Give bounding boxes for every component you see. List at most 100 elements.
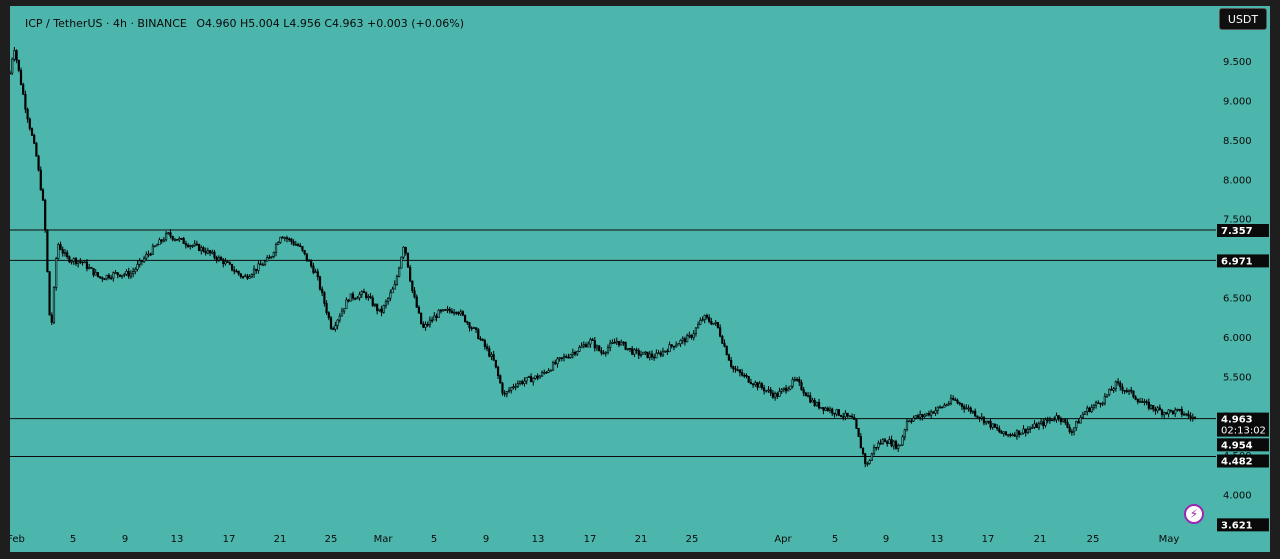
candle-body bbox=[202, 247, 205, 252]
candle-body bbox=[1042, 421, 1045, 426]
candle-body bbox=[274, 244, 278, 253]
candle-body bbox=[79, 261, 82, 263]
candle-body bbox=[560, 357, 563, 359]
candle-body bbox=[1083, 411, 1087, 415]
candle-body bbox=[180, 238, 183, 240]
candle-body bbox=[901, 436, 904, 446]
candle-body bbox=[982, 416, 986, 424]
candle-body bbox=[411, 280, 414, 292]
candle-body bbox=[857, 428, 860, 437]
candle-body bbox=[1070, 431, 1073, 433]
candle-body bbox=[257, 263, 260, 271]
price-axis[interactable]: 4.0004.5005.0005.5006.0006.5007.0007.500… bbox=[1216, 6, 1270, 552]
candle-body bbox=[134, 268, 137, 272]
candle-body bbox=[288, 238, 291, 241]
candle-body bbox=[978, 416, 981, 419]
candle-body bbox=[470, 327, 473, 330]
candle-body bbox=[1029, 427, 1032, 430]
candle-body bbox=[336, 319, 339, 326]
candle-body bbox=[598, 345, 601, 351]
candle-body bbox=[1123, 390, 1126, 392]
candle-body bbox=[545, 371, 548, 374]
candlestick-chart[interactable] bbox=[8, 6, 1216, 526]
candle-body bbox=[1171, 410, 1175, 415]
candle-body bbox=[543, 371, 546, 374]
candle-body bbox=[1101, 402, 1104, 405]
candle-body bbox=[650, 353, 654, 358]
candle-body bbox=[795, 378, 799, 381]
candle-body bbox=[263, 260, 267, 266]
candle-body bbox=[613, 342, 616, 344]
candle-body bbox=[1022, 428, 1025, 434]
candle-body bbox=[1119, 382, 1122, 388]
candle-body bbox=[171, 236, 174, 240]
candle-body bbox=[1134, 396, 1137, 400]
candle-body bbox=[321, 288, 324, 293]
candle-body bbox=[916, 415, 920, 418]
candle-body bbox=[252, 268, 256, 275]
candle-body bbox=[657, 352, 660, 355]
candle-body bbox=[879, 442, 882, 445]
symbol-legend: ICP / TetherUS · 4h · BINANCE O4.960 H5.… bbox=[25, 17, 464, 30]
candle-body bbox=[329, 317, 333, 329]
candle-body bbox=[741, 372, 744, 376]
time-axis[interactable]: Feb 5 9 13 17 21 25 Mar 5 9 13 17 21 25 Apr 5 9 13 17 21 25 M… bbox=[7, 526, 1216, 552]
candle-body bbox=[938, 406, 942, 409]
candle-body bbox=[589, 339, 592, 345]
ohlc-values: O4.960 H5.004 L4.956 C4.963 +0.003 (+0.0… bbox=[196, 17, 464, 30]
candle-body bbox=[831, 408, 834, 414]
candle-body bbox=[479, 338, 482, 341]
candle-body bbox=[481, 338, 484, 341]
candle-body bbox=[121, 274, 124, 277]
candle-body bbox=[626, 347, 629, 350]
chart-plot-area[interactable]: ICP / TetherUS · 4h · BINANCE O4.960 H5.… bbox=[8, 6, 1216, 526]
candle-body bbox=[637, 350, 640, 356]
candle-body bbox=[1072, 427, 1076, 433]
candle-body bbox=[883, 439, 887, 443]
candle-body bbox=[250, 274, 253, 277]
candle-body bbox=[571, 351, 574, 355]
candle-body bbox=[1018, 430, 1021, 436]
candle-body bbox=[1079, 417, 1082, 424]
candle-body bbox=[88, 267, 91, 269]
candle-body bbox=[208, 250, 212, 254]
candle-body bbox=[362, 291, 366, 294]
candle-body bbox=[437, 309, 440, 318]
candle-body bbox=[828, 408, 832, 411]
candle-body bbox=[670, 344, 673, 347]
candle-body bbox=[562, 356, 566, 359]
candle-body bbox=[936, 406, 939, 411]
candle-body bbox=[178, 238, 181, 241]
candle-body bbox=[446, 308, 449, 311]
candle-body bbox=[837, 409, 840, 416]
currency-button[interactable]: USDT bbox=[1219, 8, 1267, 30]
candle-body bbox=[1110, 389, 1113, 391]
candle-body bbox=[30, 128, 34, 136]
candle-body bbox=[193, 243, 196, 246]
candle-body bbox=[442, 309, 445, 312]
candle-body bbox=[688, 334, 691, 337]
candle-body bbox=[114, 272, 117, 274]
candle-body bbox=[1152, 405, 1155, 410]
candle-body bbox=[354, 297, 357, 300]
candle-body bbox=[398, 267, 401, 277]
candle-body bbox=[822, 406, 825, 411]
candle-body bbox=[791, 379, 794, 387]
candle-body bbox=[74, 258, 78, 264]
candle-body bbox=[380, 308, 383, 313]
candle-body bbox=[334, 325, 337, 330]
candle-body bbox=[191, 245, 194, 247]
candle-body bbox=[228, 262, 231, 265]
candle-body bbox=[1081, 414, 1084, 418]
candle-body bbox=[518, 381, 522, 384]
candle-body bbox=[734, 368, 737, 371]
candle-body bbox=[1176, 408, 1179, 411]
candle-body bbox=[140, 260, 144, 262]
candle-body bbox=[488, 348, 491, 357]
lightning-icon[interactable]: ⚡ bbox=[1184, 504, 1204, 524]
candle-body bbox=[290, 238, 293, 242]
candle-body bbox=[529, 376, 533, 383]
candle-body bbox=[22, 84, 25, 95]
candle-body bbox=[312, 265, 315, 273]
candle-body bbox=[769, 389, 772, 394]
